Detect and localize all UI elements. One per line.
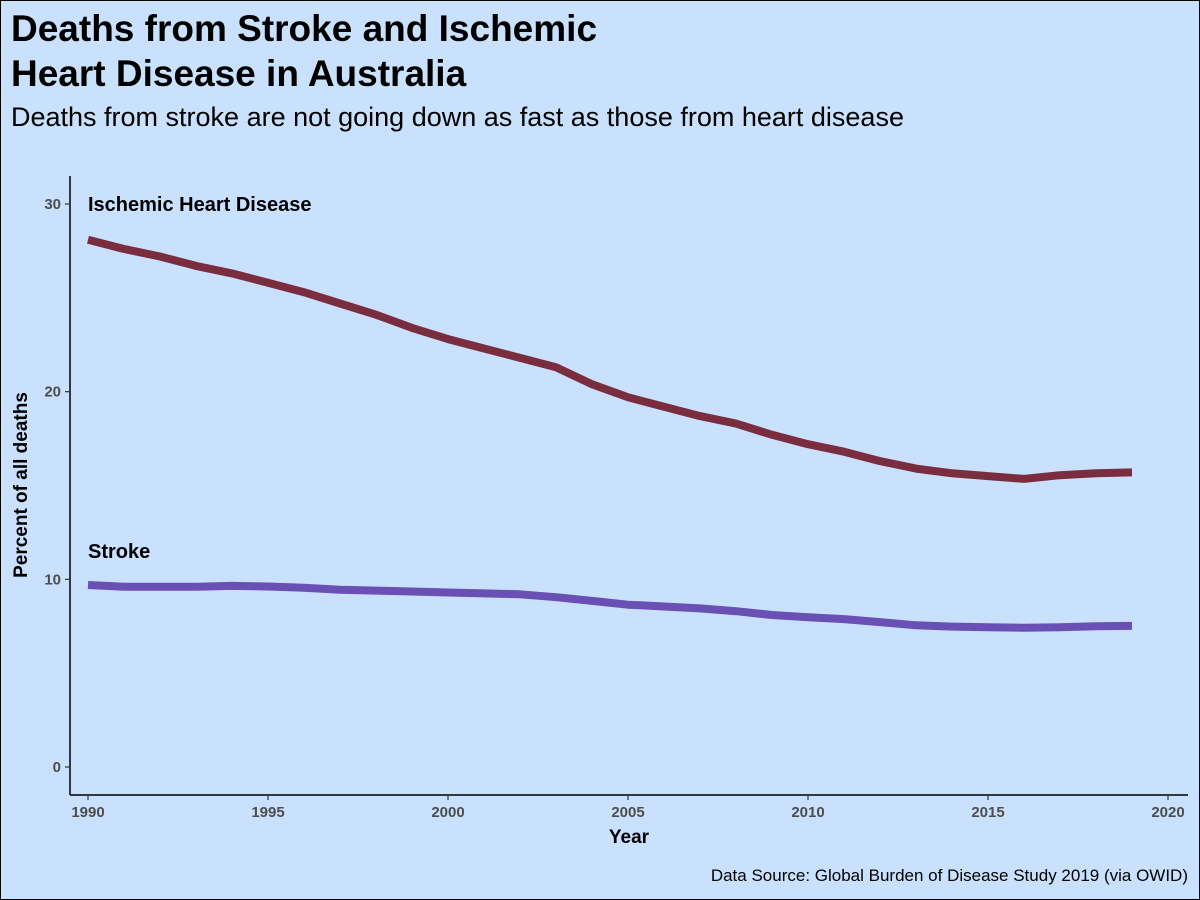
- chart-subtitle: Deaths from stroke are not going down as…: [11, 102, 904, 132]
- x-axis-ticks: 1990 1995 2000 2005 2010 2015 2020: [71, 795, 1185, 821]
- x-tick-label: 1990: [71, 804, 104, 821]
- chart-title-line-2: Heart Disease in Australia: [11, 53, 467, 94]
- y-axis-ticks: 0 10 20 30: [44, 196, 70, 776]
- x-tick-label: 2005: [611, 804, 644, 821]
- series-line-stroke: [87, 581, 1133, 632]
- data-source-note: Data Source: Global Burden of Disease St…: [710, 866, 1188, 885]
- y-tick-label: 0: [53, 759, 61, 776]
- x-axis-title: Year: [609, 827, 650, 848]
- chart-title: Deaths from Stroke and Ischemic Heart Di…: [11, 6, 1111, 96]
- series-label-ischemic-heart-disease: Ischemic Heart Disease: [88, 194, 311, 216]
- chart-title-line-1: Deaths from Stroke and Ischemic: [11, 8, 598, 49]
- series-label-stroke: Stroke: [88, 541, 150, 563]
- y-tick-label: 20: [44, 384, 61, 401]
- x-tick-label: 2000: [431, 804, 464, 821]
- series-lines: [86, 235, 1133, 632]
- x-tick-label: 2020: [1151, 804, 1184, 821]
- x-tick-label: 2015: [971, 804, 1004, 821]
- x-tick-label: 1995: [251, 804, 284, 821]
- y-axis-title: Percent of all deaths: [11, 392, 32, 578]
- x-tick-label: 2010: [791, 804, 824, 821]
- y-tick-label: 30: [44, 196, 61, 213]
- series-line-ischemic-heart-disease: [86, 235, 1133, 483]
- y-tick-label: 10: [44, 571, 61, 588]
